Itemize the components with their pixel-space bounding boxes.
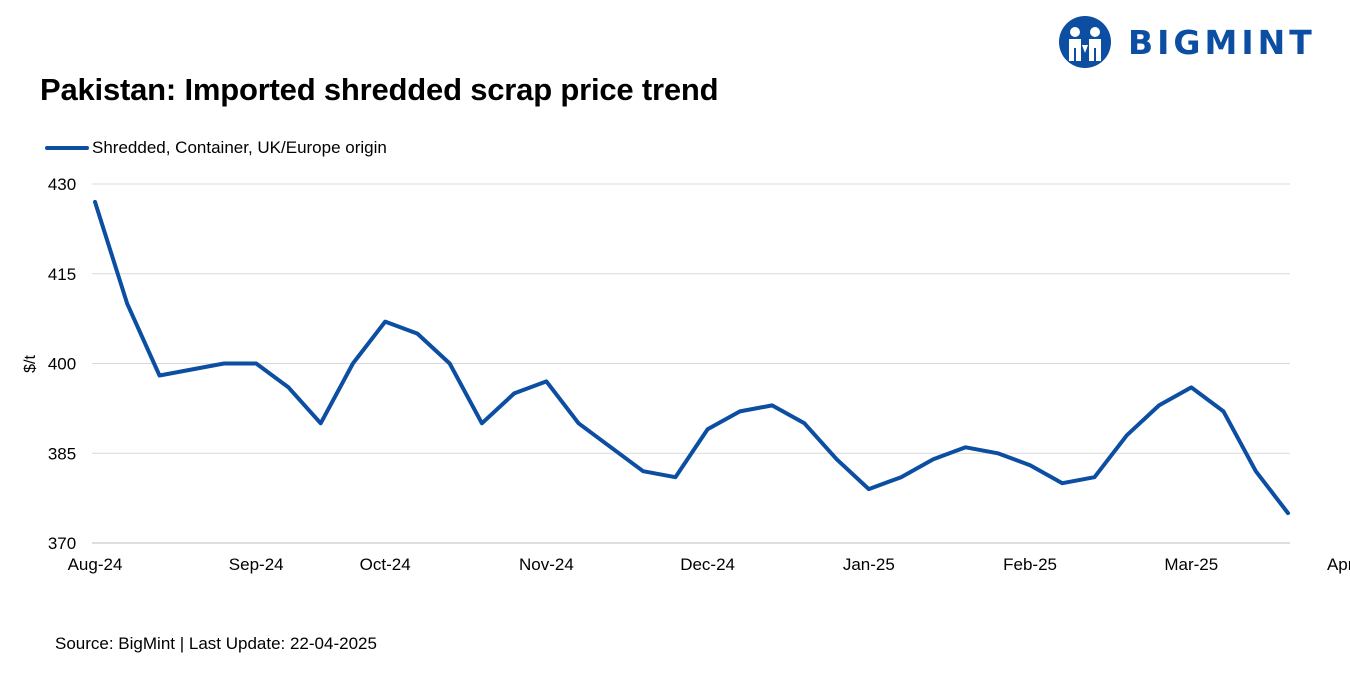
x-tick-label: Aug-24: [68, 555, 123, 574]
y-tick-label: 400: [48, 355, 76, 374]
series-line: [93, 199, 1290, 516]
x-tick-label: Mar-25: [1164, 555, 1218, 574]
x-tick-label: Nov-24: [519, 555, 574, 574]
x-axis-ticks: Aug-24 Sep-24 Oct-24 Nov-24 Dec-24 Jan-25 Feb-…: [68, 555, 1350, 574]
x-tick-label: Feb-25: [1003, 555, 1057, 574]
x-tick-label: Jan-25: [843, 555, 895, 574]
series-group: [93, 199, 1290, 516]
bigmint-logo: BIGMINT: [1058, 15, 1343, 69]
x-tick-label: Dec-24: [680, 555, 735, 574]
y-tick-label: 370: [48, 534, 76, 553]
bigmint-logo-icon: [1059, 16, 1111, 68]
y-tick-label: 415: [48, 265, 76, 284]
gridlines: [92, 183, 1290, 544]
legend: Shredded, Container, UK/Europe origin: [45, 137, 387, 159]
legend-swatch: [45, 146, 89, 150]
y-tick-label: 430: [48, 175, 76, 194]
chart-title: Pakistan: Imported shredded scrap price …: [40, 72, 719, 107]
y-axis-ticks: 370 385 400 415 430: [48, 175, 76, 553]
y-axis-label: $/t: [22, 355, 39, 373]
x-tick-label: Apr-25: [1327, 555, 1350, 574]
bigmint-logo-text: BIGMINT: [1128, 23, 1316, 62]
y-tick-label: 385: [48, 444, 76, 463]
x-tick-label: Oct-24: [360, 555, 411, 574]
legend-label: Shredded, Container, UK/Europe origin: [92, 138, 387, 157]
x-tick-label: Sep-24: [229, 555, 284, 574]
source-note: Source: BigMint | Last Update: 22-04-202…: [55, 634, 377, 653]
